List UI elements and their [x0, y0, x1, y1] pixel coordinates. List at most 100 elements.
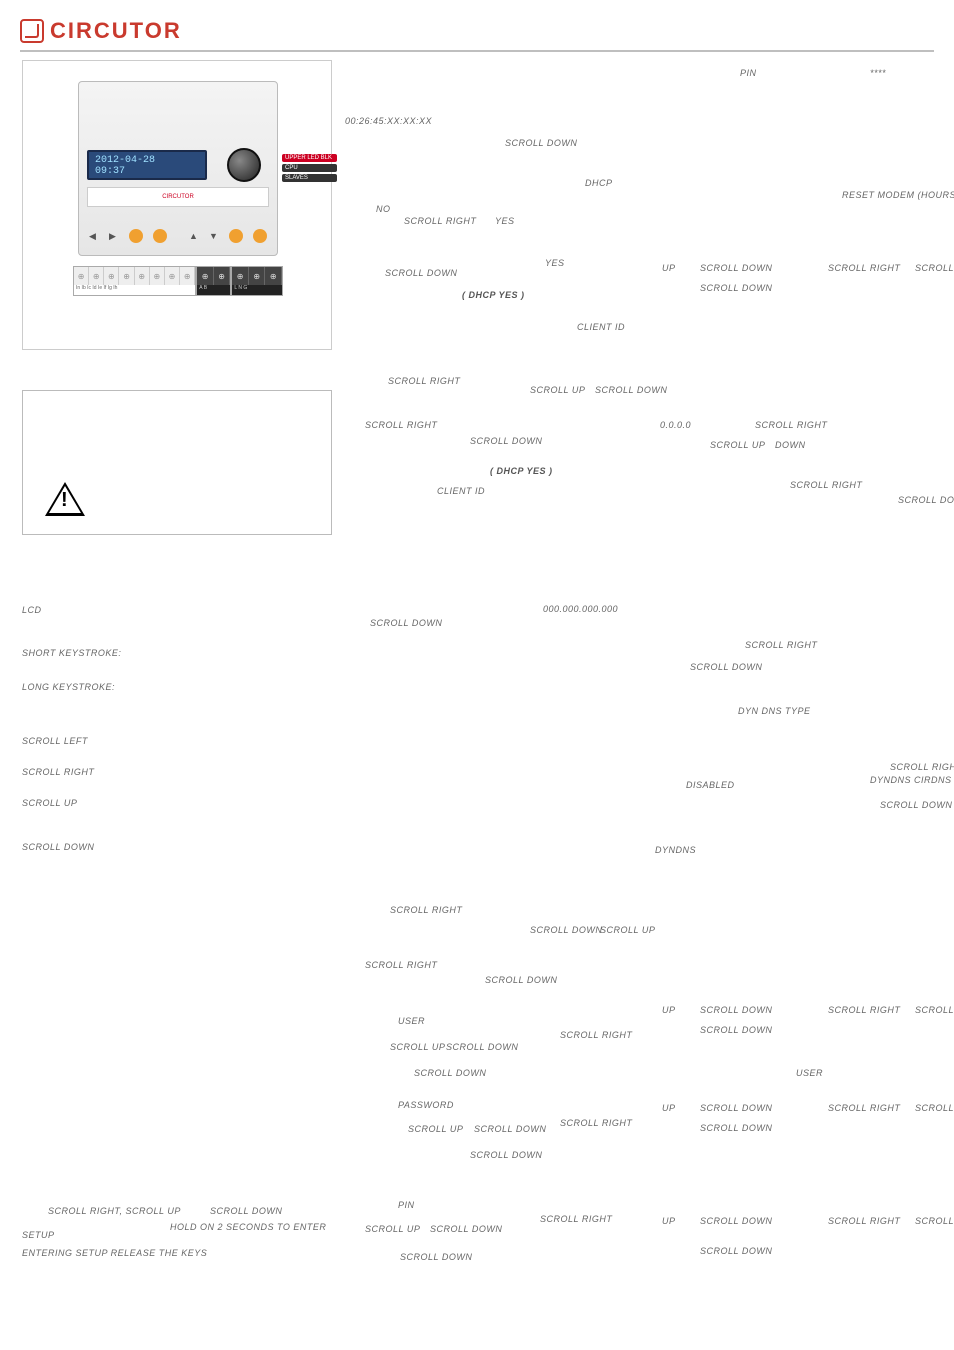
dhcp-label: DHCP — [585, 178, 613, 188]
led-2 — [153, 229, 167, 243]
device-lcd-screen: 2012-04-28 09:37 — [87, 150, 207, 180]
sr-10: SCROLL RIGHT — [828, 1005, 900, 1015]
yes-2: YES — [545, 258, 565, 268]
brand-name: CIRCUTOR — [50, 18, 182, 44]
sr-8: SCROLL RIGHT — [390, 905, 462, 915]
terminal-left-label: In Ib Ic Id Ie If Ig Ih — [74, 285, 195, 295]
sd-14a: SCROLL DOWN — [700, 1103, 772, 1113]
footer-line-1c: SCROLL DOWN — [210, 1206, 282, 1216]
device-body: 2012-04-28 09:37 UPPER LED BLK CPU SLAVE… — [78, 81, 278, 256]
terminal-right-label: L N G — [232, 285, 282, 295]
led-4 — [253, 229, 267, 243]
dyndns-label: DYNDNS — [655, 845, 696, 855]
sd-17a: SCROLL DOWN — [700, 1216, 772, 1226]
sr-12: SCROLL RIGHT — [828, 1103, 900, 1113]
dhcp-yes-2: ( DHCP YES ) — [490, 466, 553, 476]
footer-line-1a: SCROLL RIGHT, SCROLL UP — [48, 1206, 181, 1216]
arrow-up-icon: ▲ — [189, 231, 199, 241]
sr-3: SCROLL RIGHT — [388, 376, 460, 386]
pin-stars: **** — [870, 68, 886, 78]
password-label: PASSWORD — [398, 1100, 454, 1110]
ip-zero: 0.0.0.0 — [660, 420, 691, 430]
screen-time: 09:37 — [95, 166, 125, 177]
sr-9: SCROLL RIGHT — [365, 960, 437, 970]
client-id-1: CLIENT ID — [577, 322, 625, 332]
device-button-row: ◀ ▶ ▲ ▼ — [89, 229, 267, 243]
terminal-left: ⊕⊕⊕⊕⊕⊕⊕⊕ In Ib Ic Id Ie If Ig Ih — [73, 266, 196, 296]
sr-1: SCROLL RIGHT — [404, 216, 476, 226]
sr-2: SCROLL RIGHT — [828, 263, 900, 273]
scroll-3: SCROLL — [915, 1005, 954, 1015]
sd-14b: SCROLL DOWN — [700, 1123, 772, 1133]
user-label: USER — [398, 1016, 425, 1026]
sd-13: SCROLL DOWN — [414, 1068, 486, 1078]
sd-10: SCROLL DOWN — [485, 975, 557, 985]
pin-label: PIN — [398, 1200, 415, 1210]
sd-18: SCROLL DOWN — [430, 1224, 502, 1234]
scroll-5: SCROLL — [915, 1216, 954, 1226]
terminal-mid-label: A B — [197, 285, 230, 295]
pin-header: PIN — [740, 68, 757, 78]
scroll-4: SCROLL — [915, 1103, 954, 1113]
dyndns-cirdns: DYNDNS CIRDNS — [870, 775, 952, 785]
warning-panel: ! — [22, 390, 332, 535]
sr-11: SCROLL RIGHT — [560, 1030, 632, 1040]
sr-5: SCROLL RIGHT — [790, 480, 862, 490]
sd-15: SCROLL DOWN — [474, 1124, 546, 1134]
dyn-dns-type: DYN DNS TYPE — [738, 706, 811, 716]
su-6: SCROLL UP — [365, 1224, 420, 1234]
sd-3: SCROLL DOWN — [595, 385, 667, 395]
sd-11a: SCROLL DOWN — [700, 1005, 772, 1015]
user-label-2: USER — [796, 1068, 823, 1078]
header-divider — [20, 50, 934, 52]
led-3 — [229, 229, 243, 243]
sd-9: SCROLL DOWN — [530, 925, 602, 935]
su-1: SCROLL UP — [530, 385, 585, 395]
su-2: SCROLL UP — [710, 440, 765, 450]
sd-2a: SCROLL DOWN — [700, 263, 772, 273]
dhcp-yes-1: ( DHCP YES ) — [462, 290, 525, 300]
side-label-3: SLAVES — [282, 174, 337, 182]
footer-line-1d: HOLD ON 2 SECONDS TO ENTER — [170, 1222, 326, 1232]
side-label-1: UPPER LED BLK — [282, 154, 337, 162]
screen-date: 2012-04-28 — [95, 155, 155, 166]
sd-16: SCROLL DOWN — [470, 1150, 542, 1160]
side-label-2: CPU — [282, 164, 337, 172]
sr-15: SCROLL RIGHT — [828, 1216, 900, 1226]
sd-12: SCROLL DOWN — [446, 1042, 518, 1052]
su-5: SCROLL UP — [408, 1124, 463, 1134]
arrow-left-icon: ◀ — [89, 231, 99, 241]
footer-setup-label: SETUP — [22, 1230, 55, 1240]
scroll-left-label: SCROLL LEFT — [22, 736, 88, 746]
page-header: CIRCUTOR — [20, 18, 182, 44]
led-1 — [129, 229, 143, 243]
sr-6: SCROLL RIGHT — [745, 640, 817, 650]
long-keystroke-label: LONG KEYSTROKE: — [22, 682, 115, 692]
sr-13: SCROLL RIGHT — [560, 1118, 632, 1128]
side-led-labels: UPPER LED BLK CPU SLAVES — [282, 152, 337, 184]
device-brand-small: CIRCUTOR — [162, 194, 194, 200]
up-3: UP — [662, 1103, 676, 1113]
su-4: SCROLL UP — [390, 1042, 445, 1052]
mac-address: 00:26:45:XX:XX:XX — [345, 116, 432, 126]
sd-2: SCROLL DOWN — [385, 268, 457, 278]
sd-8: SCROLL DOWN — [880, 800, 952, 810]
short-keystroke-label: SHORT KEYSTROKE: — [22, 648, 121, 658]
up-2: UP — [662, 1005, 676, 1015]
sd-2b: SCROLL DOWN — [700, 283, 772, 293]
sd-7: SCROLL DOWN — [690, 662, 762, 672]
scroll-2: SCROLL — [915, 263, 954, 273]
lcd-label: LCD — [22, 605, 42, 615]
scroll-up-label: SCROLL UP — [22, 798, 77, 808]
arrow-down-icon: ▼ — [209, 231, 219, 241]
disabled-label: DISABLED — [686, 780, 735, 790]
sr-7: SCROLL RIGHT — [890, 762, 954, 772]
rotary-knob — [227, 148, 261, 182]
sd-4: SCROLL DOWN — [470, 436, 542, 446]
up-1: UP — [662, 263, 676, 273]
sd-1: SCROLL DOWN — [505, 138, 577, 148]
sr-14: SCROLL RIGHT — [540, 1214, 612, 1224]
sd-6: SCROLL DOWN — [370, 618, 442, 628]
sd-17b: SCROLL DOWN — [700, 1246, 772, 1256]
scroll-right-label: SCROLL RIGHT — [22, 767, 94, 777]
